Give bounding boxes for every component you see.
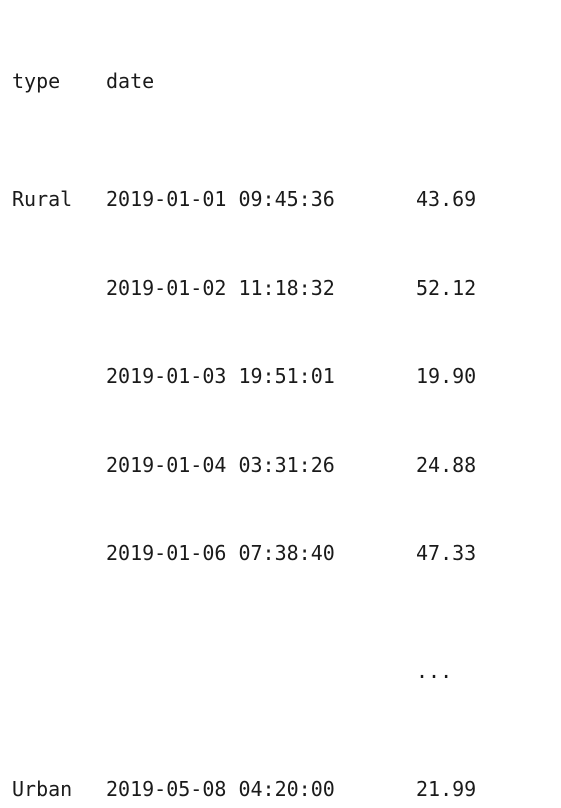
group-type-label: Rural [12,187,73,211]
table-row: 2019-01-03 19:51:01 19.90 [12,362,557,392]
row-value: 24.88 [416,452,477,477]
row-value: 52.12 [416,275,477,300]
table-row: 2019-01-06 07:38:40 47.33 [12,539,557,569]
row-date: 2019-01-01 09:45:36 [106,187,335,211]
group-type-label: Urban [12,777,73,801]
table-row: Urban 2019-05-08 04:20:00 21.99 [12,775,557,805]
ellipsis-row: ... [12,657,557,687]
row-value: 43.69 [416,187,477,211]
row-date: 2019-01-02 11:18:32 [106,275,335,300]
series-output: type date Rural 2019-01-01 09:45:36 43.69 2… [12,8,557,808]
row-date: 2019-01-03 19:51:01 [106,364,335,388]
row-value: 19.90 [416,364,477,388]
table-row: 2019-01-04 03:31:26 24.88 [12,451,557,481]
table-row: Rural 2019-01-01 09:45:36 43.69 [12,185,557,215]
row-date: 2019-01-06 07:38:40 [106,541,335,565]
row-date: 2019-05-08 04:20:00 [106,777,335,801]
row-date: 2019-01-04 03:31:26 [106,452,335,477]
table-row: 2019-01-02 11:18:32 52.12 [12,274,557,304]
ellipsis: ... [416,659,453,683]
header-row: type date [12,67,557,97]
row-value: 47.33 [416,541,477,565]
header-date-label: date [106,69,155,93]
row-value: 21.99 [416,777,477,801]
header-type-label: type [12,69,61,93]
